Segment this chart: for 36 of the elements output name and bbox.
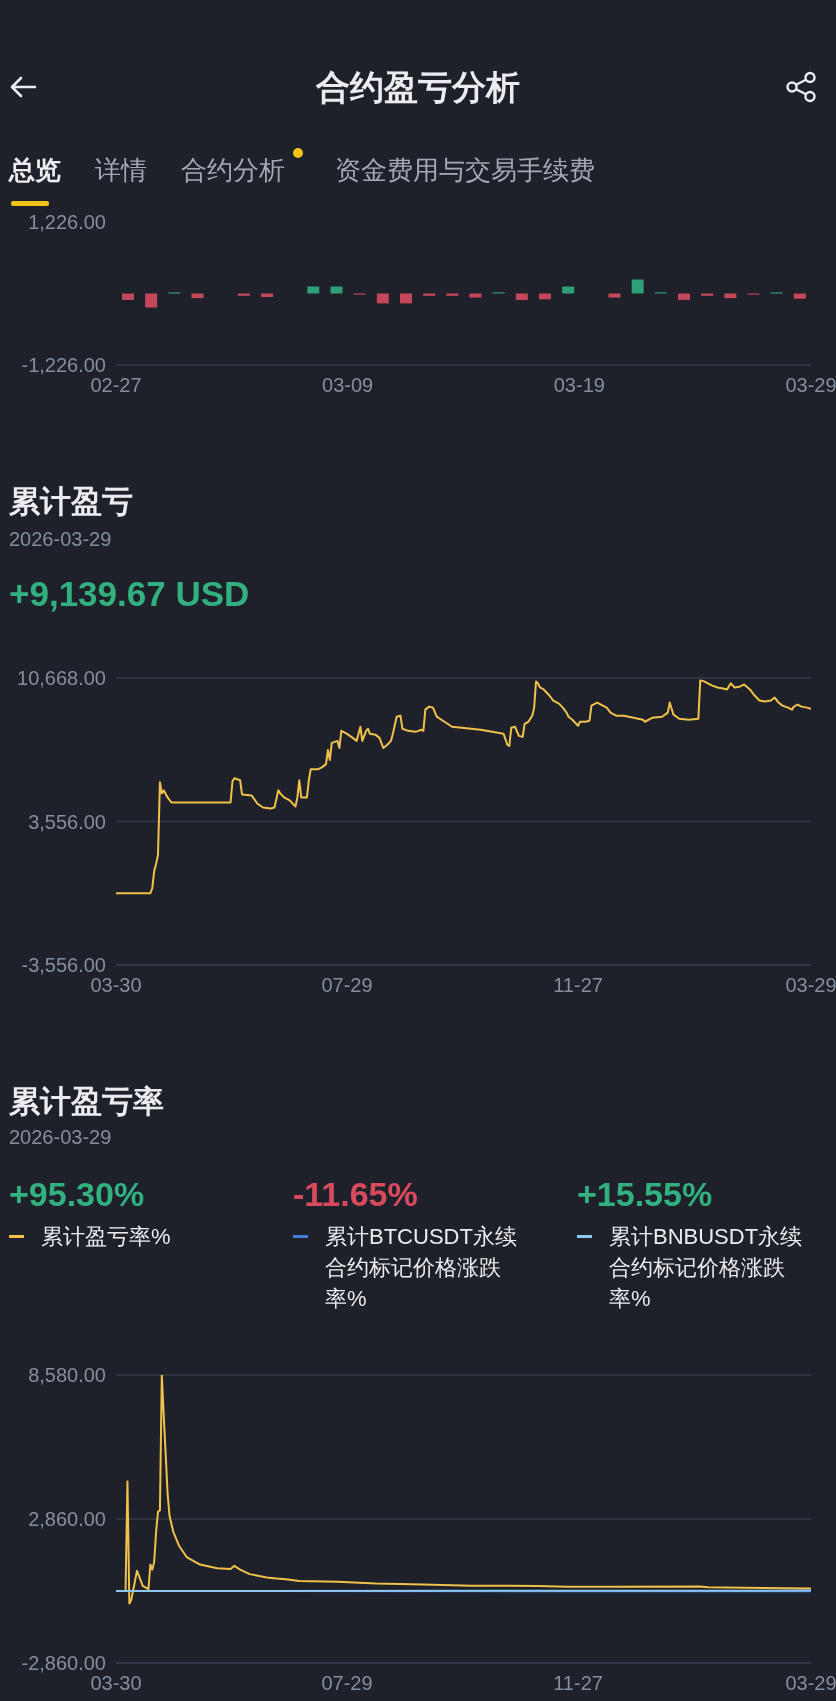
x-tick-label: 03-30	[90, 1672, 142, 1695]
text: 详情	[95, 155, 147, 185]
x-tick-label: 03-19	[553, 374, 605, 397]
x-tick-label: 11-27	[553, 1672, 603, 1695]
chart-title: 累计盈亏	[9, 483, 133, 519]
chart-subtitle: 2026-03-29	[9, 527, 112, 550]
text: +95.30%	[9, 1174, 145, 1213]
chart-title: 合约盈亏分析	[316, 68, 520, 106]
y-tick-label: -2,860.00	[21, 1652, 106, 1675]
text: -11.65%	[293, 1174, 418, 1213]
text: +9,139.67 USD	[9, 574, 250, 613]
chart-subtitle: 2026-03-29	[9, 1125, 112, 1148]
text: +15.55%	[577, 1174, 713, 1213]
x-tick-label: 07-29	[321, 974, 373, 997]
x-tick-label: 11-27	[553, 974, 603, 997]
x-tick-label: 03-29	[785, 1672, 836, 1695]
chart-title: 累计盈亏率	[9, 1083, 164, 1119]
legend-label: 累计BNBUSDT永续合约标记价格涨跌率%	[609, 1223, 803, 1311]
y-tick-label: -3,556.00	[21, 954, 106, 977]
text: 总览	[9, 155, 61, 185]
y-tick-label: 2,860.00	[28, 1508, 106, 1531]
x-tick-label: 03-09	[322, 374, 374, 397]
x-tick-label: 03-29	[785, 374, 836, 397]
x-tick-label: 03-29	[785, 974, 836, 997]
text: 合约分析	[181, 155, 285, 185]
y-tick-label: 3,556.00	[28, 810, 106, 833]
legend-label: 累计BTCUSDT永续合约标记价格涨跌率%	[325, 1223, 517, 1311]
y-tick-label: 8,580.00	[28, 1364, 106, 1387]
x-tick-label: 02-27	[90, 374, 142, 397]
y-tick-label: -1,226.00	[21, 354, 106, 377]
text: 资金费用与交易手续费	[335, 155, 595, 185]
x-tick-label: 03-30	[90, 974, 142, 997]
legend-label: 累计盈亏率%	[41, 1223, 171, 1249]
y-tick-label: 1,226.00	[28, 211, 106, 234]
x-tick-label: 07-29	[321, 1672, 373, 1695]
y-tick-label: 10,668.00	[17, 667, 106, 690]
